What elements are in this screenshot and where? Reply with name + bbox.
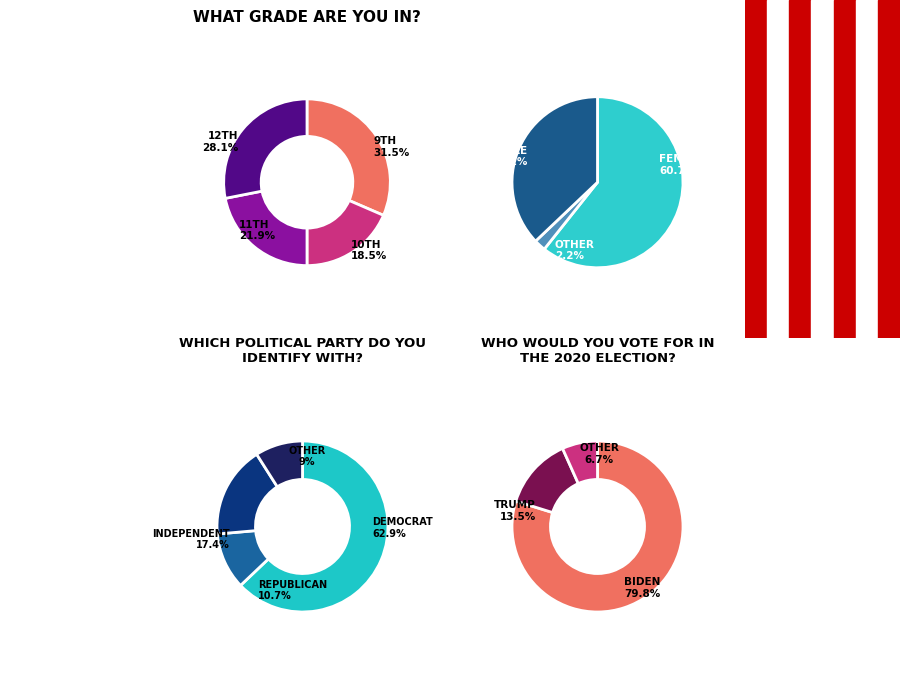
Wedge shape [512, 441, 683, 612]
Text: 10TH
18.5%: 10TH 18.5% [350, 240, 387, 261]
Text: DEMOCRAT
62.9%: DEMOCRAT 62.9% [373, 518, 434, 539]
Bar [833, 0, 856, 338]
Text: BIDEN
79.8%: BIDEN 79.8% [624, 577, 660, 599]
Text: FEMALE
60.7%: FEMALE 60.7% [659, 155, 706, 176]
Wedge shape [307, 99, 391, 215]
Text: WHO WOULD YOU VOTE FOR IN
THE 2020 ELECTION?: WHO WOULD YOU VOTE FOR IN THE 2020 ELECT… [481, 337, 715, 365]
Text: TRUMP
13.5%: TRUMP 13.5% [494, 500, 536, 522]
Text: INDEPENDENT
17.4%: INDEPENDENT 17.4% [152, 529, 230, 550]
Text: 9TH
31.5%: 9TH 31.5% [374, 136, 410, 158]
Wedge shape [536, 182, 598, 249]
Wedge shape [240, 441, 388, 612]
Text: MALE
37.1%: MALE 37.1% [491, 146, 527, 167]
Wedge shape [224, 99, 307, 198]
Bar [856, 0, 878, 338]
Text: REPUBLICAN
10.7%: REPUBLICAN 10.7% [258, 580, 328, 601]
Wedge shape [544, 97, 683, 268]
Text: OTHER
2.2%: OTHER 2.2% [554, 240, 595, 261]
Wedge shape [512, 97, 598, 241]
Bar [789, 0, 812, 338]
Wedge shape [516, 448, 579, 512]
Bar [812, 0, 833, 338]
Wedge shape [217, 531, 268, 585]
Wedge shape [225, 191, 307, 265]
Text: WHAT IS YOUR GENDER?: WHAT IS YOUR GENDER? [492, 5, 703, 21]
Wedge shape [307, 200, 383, 265]
Bar [878, 0, 900, 338]
Wedge shape [562, 441, 598, 483]
Text: 12TH
28.1%: 12TH 28.1% [202, 132, 238, 153]
Wedge shape [256, 441, 302, 487]
Text: OTHER
6.7%: OTHER 6.7% [580, 443, 619, 464]
Text: OTHER
9%: OTHER 9% [288, 446, 326, 467]
Text: WHICH POLITICAL PARTY DO YOU
IDENTIFY WITH?: WHICH POLITICAL PARTY DO YOU IDENTIFY WI… [179, 337, 426, 365]
Bar [767, 0, 789, 338]
Wedge shape [217, 454, 277, 534]
Text: 11TH
21.9%: 11TH 21.9% [238, 220, 274, 242]
Text: WHAT GRADE ARE YOU IN?: WHAT GRADE ARE YOU IN? [194, 9, 421, 25]
Bar [745, 0, 767, 338]
